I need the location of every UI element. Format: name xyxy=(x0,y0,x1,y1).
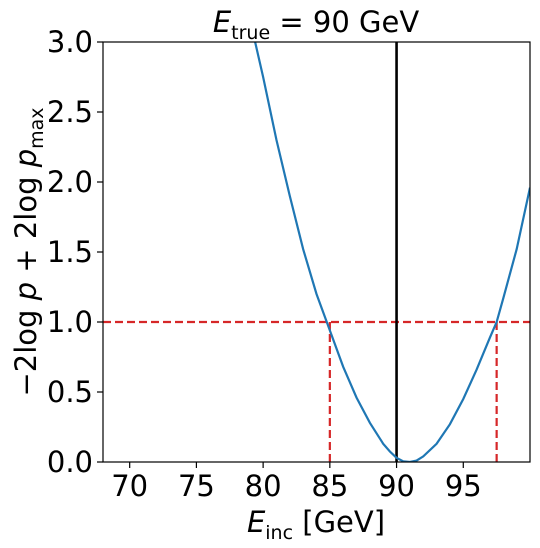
xlabel-subscript: inc xyxy=(265,522,293,544)
series-layer xyxy=(254,42,530,462)
x-tick-label: 95 xyxy=(445,469,482,503)
y-tick-label: 1.5 xyxy=(47,235,93,269)
xlabel-symbol: E xyxy=(247,505,266,539)
title-subscript: true xyxy=(231,22,270,44)
y-tick-label: 1.0 xyxy=(47,305,93,339)
xlabel-rest: [GeV] xyxy=(293,505,385,539)
ylabel-prefix: −2log xyxy=(9,300,43,396)
y-tick-label: 0.0 xyxy=(47,445,93,479)
x-axis-title: Einc [GeV] xyxy=(247,505,385,544)
y-tick-label: 3.0 xyxy=(47,25,93,59)
plot-frame xyxy=(102,41,531,463)
ylabel-subscript: max xyxy=(26,107,48,148)
y-tick-label: 2.5 xyxy=(47,95,93,129)
x-axis-ticks: 70 75 80 85 90 95 xyxy=(111,462,482,503)
plot-lines xyxy=(103,42,530,462)
y-tick-label: 2.0 xyxy=(47,165,93,199)
x-tick-label: 85 xyxy=(311,469,348,503)
ylabel-middle: + 2log xyxy=(9,167,43,282)
y-axis-ticks: 0.0 0.5 1.0 1.5 2.0 2.5 3.0 xyxy=(47,25,103,479)
ylabel-p2: p xyxy=(9,149,43,168)
y-axis-title: −2log p + 2log pmax xyxy=(9,107,48,396)
x-tick-label: 80 xyxy=(245,469,282,503)
ylabel-p1: p xyxy=(9,282,43,301)
y-tick-label: 0.5 xyxy=(47,375,93,409)
x-tick-label: 70 xyxy=(111,469,148,503)
title-symbol: E xyxy=(213,5,232,39)
x-tick-label: 75 xyxy=(178,469,215,503)
series-line-0 xyxy=(254,42,530,462)
chart-title: Etrue = 90 GeV xyxy=(213,5,419,44)
x-tick-label: 90 xyxy=(378,469,415,503)
title-rest: = 90 GeV xyxy=(270,5,419,39)
